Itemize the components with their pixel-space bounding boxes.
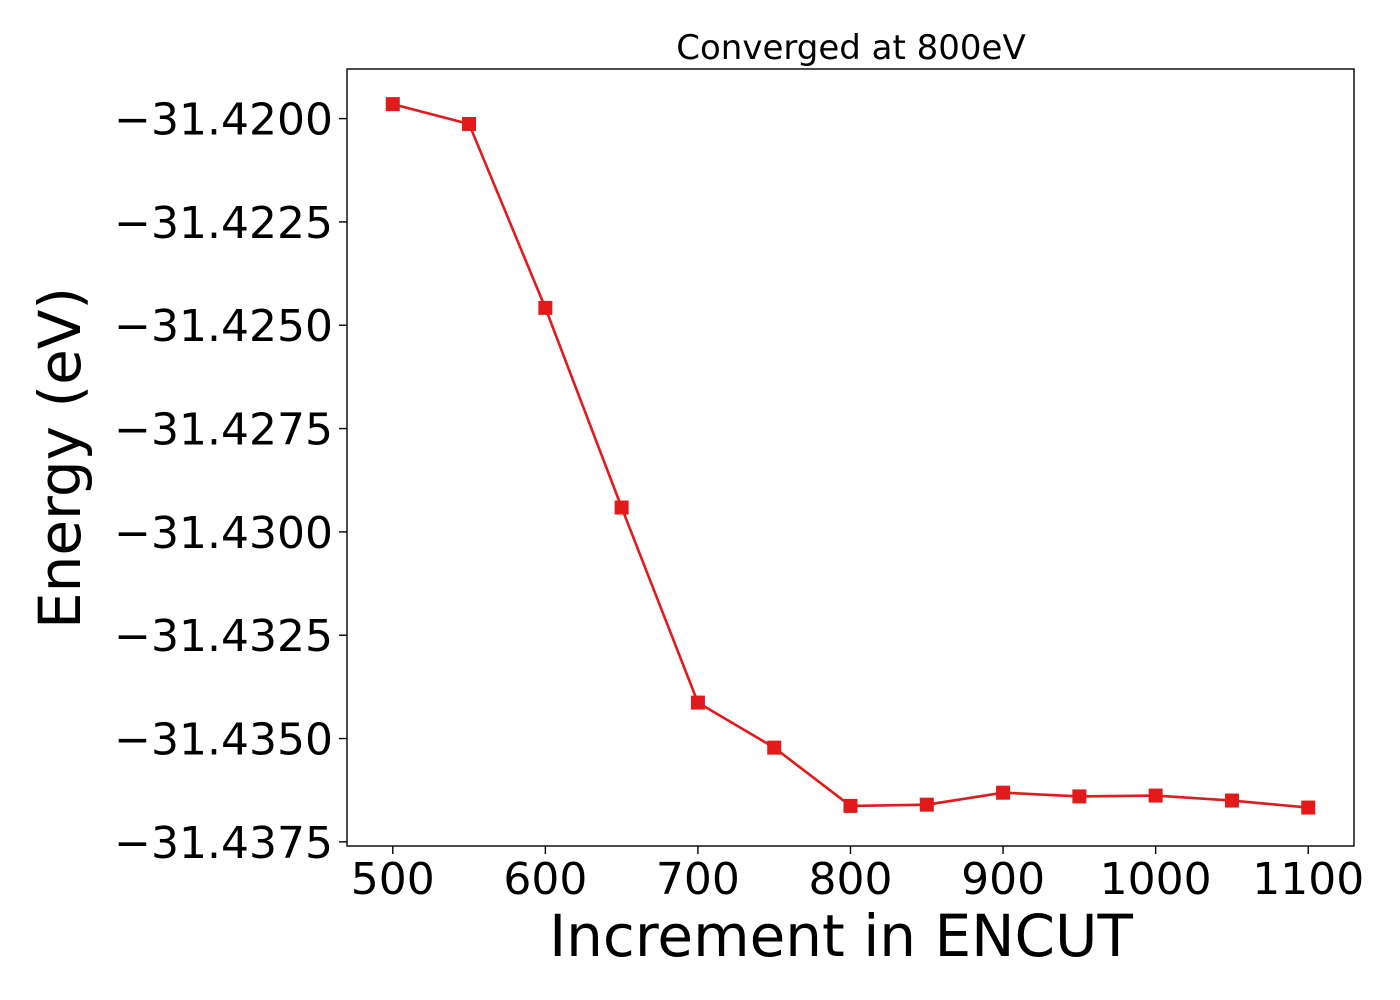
data-point (1072, 789, 1087, 804)
data-point (843, 798, 858, 813)
data-point (919, 797, 934, 812)
plot-frame (346, 68, 1355, 847)
data-point (1301, 800, 1316, 815)
y-tick-label: −31.4275 (114, 405, 333, 456)
x-axis-label: Increment in ENCUT (549, 902, 1133, 970)
data-point (1148, 788, 1163, 803)
y-tick-label: −31.4350 (114, 715, 333, 766)
y-tick-label: −31.4225 (114, 198, 333, 249)
chart-title: Converged at 800eV (676, 28, 1025, 68)
x-tick-label: 900 (961, 854, 1045, 905)
data-point (614, 500, 629, 515)
y-tick-label: −31.4250 (114, 301, 333, 352)
y-tick-label: −31.4300 (114, 508, 333, 559)
series-layer (385, 97, 1316, 815)
data-point (462, 116, 477, 131)
x-tick-label: 500 (351, 854, 435, 905)
x-tick-label: 800 (809, 854, 893, 905)
data-point (385, 97, 400, 112)
y-axis: −31.4200 −31.4225 −31.4250 −31.4275 −31.4300… (114, 95, 347, 869)
data-point (767, 740, 782, 755)
data-point (1224, 793, 1239, 808)
x-axis: 500 600 700 800 900 1000 1100 (351, 846, 1364, 905)
x-tick-label: 1100 (1252, 854, 1364, 905)
x-tick-label: 1000 (1100, 854, 1212, 905)
data-point (996, 785, 1011, 800)
y-tick-label: −31.4375 (114, 818, 333, 869)
series-line (392, 102, 1309, 809)
y-tick-label: −31.4325 (114, 611, 333, 662)
data-point (538, 300, 553, 315)
x-tick-label: 600 (503, 854, 587, 905)
y-axis-label: Energy (eV) (26, 287, 94, 629)
x-tick-label: 700 (656, 854, 740, 905)
data-point (690, 695, 705, 710)
y-tick-label: −31.4200 (114, 95, 333, 146)
